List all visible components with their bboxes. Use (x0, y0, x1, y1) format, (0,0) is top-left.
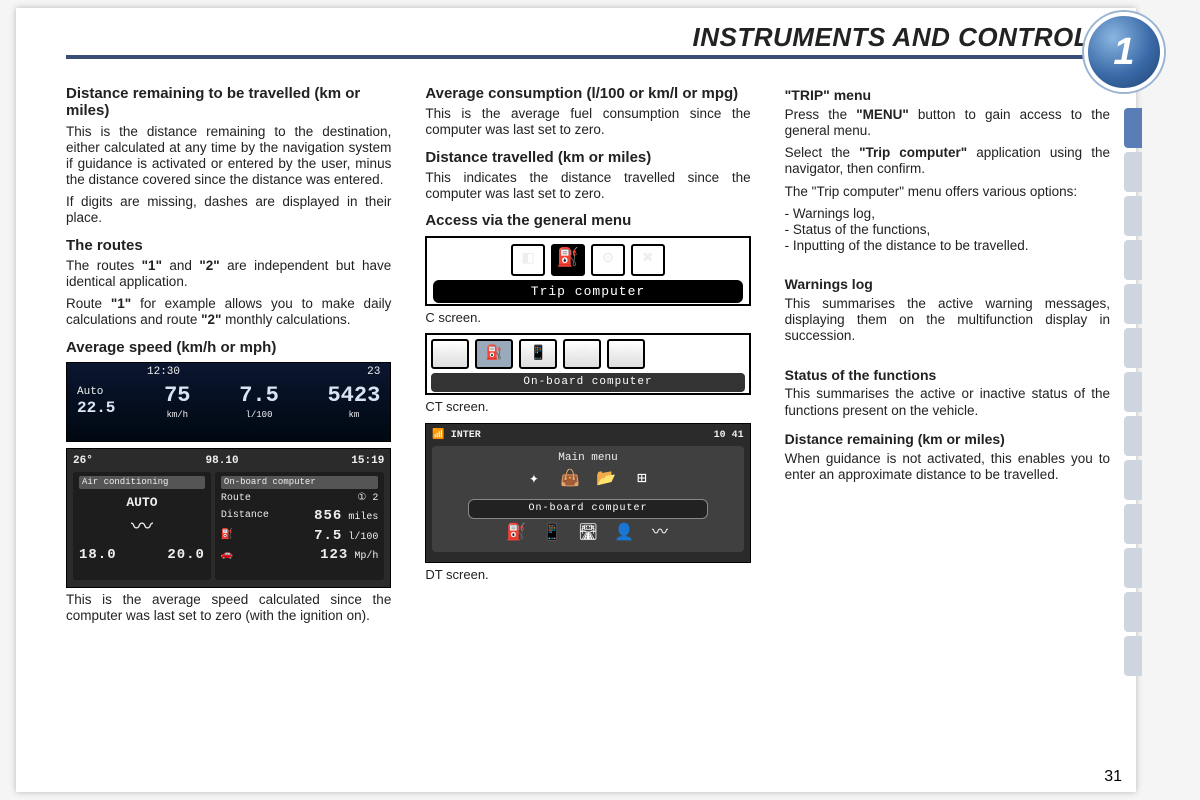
h-warnings-log: Warnings log (785, 276, 1110, 293)
p-dist-trav: This indicates the distance travelled si… (425, 170, 750, 202)
settings-icon: ⚙ (591, 244, 625, 276)
h-dist-trav: Distance travelled (km or miles) (425, 149, 750, 166)
ct-screen: ✦ ⛽ 📱 ⊞ ◐ On-board computer (425, 333, 750, 395)
dt-icon: ⊞ (627, 469, 657, 491)
ct-caption: CT screen. (425, 399, 750, 415)
page-header: INSTRUMENTS AND CONTROLS (66, 22, 1110, 59)
chapter-badge: 1 (1084, 12, 1164, 92)
dashboard-screenshot-1: Auto 22.5 12:30 23 75km/h 7.5l/100 5423k… (66, 362, 391, 442)
list-item: Status of the functions, (785, 222, 1110, 238)
p-distance-2: If digits are missing, dashes are displa… (66, 194, 391, 226)
dt-icon: 📱 (537, 523, 567, 545)
dt-icon: ✦ (519, 469, 549, 491)
h-distance-remaining: Distance remaining to be travelled (km o… (66, 85, 391, 120)
dt-icon: 👜 (555, 469, 585, 491)
dt-icon: 👤 (609, 523, 639, 545)
p-distance-1: This is the distance remaining to the de… (66, 124, 391, 189)
tools-icon: ✖ (631, 244, 665, 276)
fuel-icon: ⛽ (475, 339, 513, 369)
column-2: Average consumption (l/100 or km/l or mp… (425, 75, 750, 630)
page-number: 31 (1104, 768, 1122, 786)
manual-page: INSTRUMENTS AND CONTROLS 1 Distance rema… (16, 8, 1136, 792)
list-item: Warnings log, (785, 206, 1110, 222)
tab-notch (1124, 460, 1142, 500)
tab-notch (1124, 416, 1142, 456)
tab-notch (1124, 504, 1142, 544)
p-trip-2: Select the "Trip computer" application u… (785, 145, 1110, 177)
dt-icon: ⛽ (501, 523, 531, 545)
tab-notch (1124, 372, 1142, 412)
list-item: Inputting of the distance to be travelle… (785, 238, 1110, 254)
p-trip-3: The "Trip computer" menu offers various … (785, 184, 1110, 200)
p-trip-1: Press the "MENU" button to gain access t… (785, 107, 1110, 139)
header-title: INSTRUMENTS AND CONTROLS (693, 22, 1108, 53)
p-dist-remaining: When guidance is not activated, this ena… (785, 451, 1110, 483)
h-access: Access via the general menu (425, 212, 750, 229)
tab-notch (1124, 592, 1142, 632)
nav-icon: ◧ (511, 244, 545, 276)
p-status-func: This summarises the active or inactive s… (785, 386, 1110, 418)
tab-notch (1124, 196, 1142, 236)
dt-icon: 🛣 (573, 523, 603, 545)
tab-notch (1124, 284, 1142, 324)
tab-notch (1124, 152, 1142, 192)
chapter-number: 1 (1113, 31, 1134, 74)
phone-icon: 📱 (519, 339, 557, 369)
h-status-func: Status of the functions (785, 367, 1110, 384)
h-routes: The routes (66, 237, 391, 254)
p-avg-speed: This is the average speed calculated sin… (66, 592, 391, 624)
h-avg-cons: Average consumption (l/100 or km/l or mp… (425, 85, 750, 102)
side-tabs (1124, 108, 1142, 680)
trip-options-list: Warnings log, Status of the functions, I… (785, 206, 1110, 255)
dt-icon: 〰 (645, 523, 675, 545)
tab-notch (1124, 636, 1142, 676)
fuel-icon: ⛽ (551, 244, 585, 276)
icon-3: ⊞ (563, 339, 601, 369)
content-columns: Distance remaining to be travelled (km o… (66, 75, 1110, 630)
h-avg-speed: Average speed (km/h or mph) (66, 339, 391, 356)
p-routes-1: The routes "1" and "2" are independent b… (66, 258, 391, 290)
tab-notch (1124, 548, 1142, 588)
h-dist-remaining: Distance remaining (km or miles) (785, 431, 1110, 448)
column-3: "TRIP" menu Press the "MENU" button to g… (785, 75, 1110, 630)
p-routes-2: Route "1" for example allows you to make… (66, 296, 391, 328)
dashboard-screenshot-2: 26° 98.10 15:19 Air conditioning AUTO 〰 … (66, 448, 391, 588)
icon-4: ◐ (607, 339, 645, 369)
dt-icon: 📂 (591, 469, 621, 491)
tab-notch (1124, 328, 1142, 368)
p-warnings-log: This summarises the active warning messa… (785, 296, 1110, 345)
tab-notch (1124, 108, 1142, 148)
p-avg-cons: This is the average fuel consumption sin… (425, 106, 750, 138)
tab-notch (1124, 240, 1142, 280)
column-1: Distance remaining to be travelled (km o… (66, 75, 391, 630)
dt-caption: DT screen. (425, 567, 750, 583)
c-caption: C screen. (425, 310, 750, 326)
c-screen: ◧ ⛽ ⚙ ✖ Trip computer (425, 236, 750, 306)
dt-screen: 📶 INTER10 41 Main menu ✦ 👜 📂 ⊞ On-board … (425, 423, 750, 563)
icon-1: ✦ (431, 339, 469, 369)
h-trip-menu: "TRIP" menu (785, 87, 1110, 104)
